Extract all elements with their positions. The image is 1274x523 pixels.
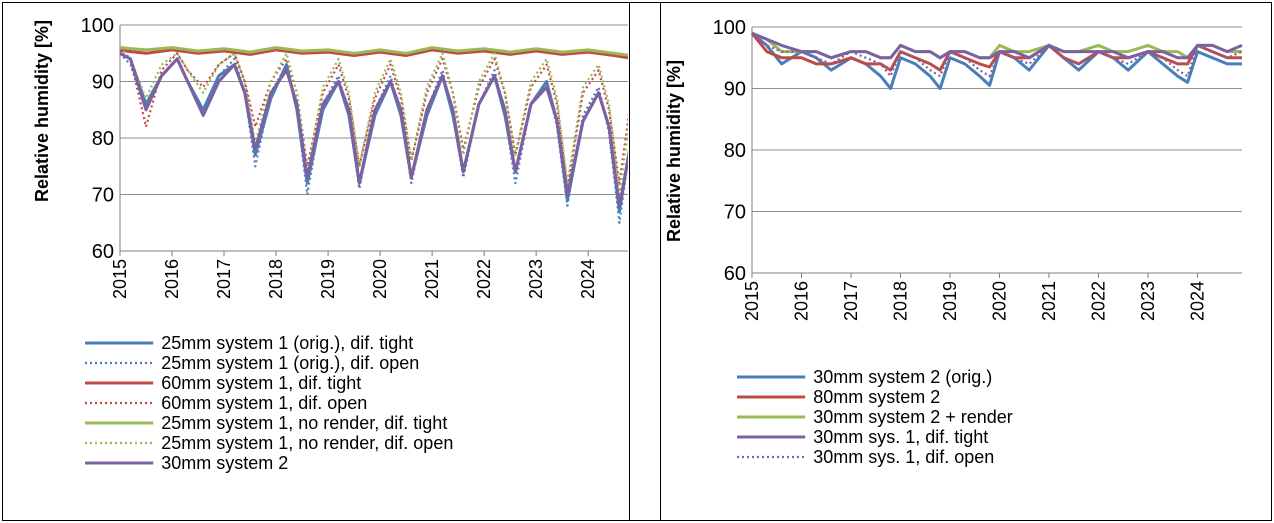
series-line <box>751 31 1243 60</box>
y-tick-label: 60 <box>724 263 746 285</box>
legend-label: 60mm system 1, dif. tight <box>161 373 361 393</box>
legend-label: 25mm system 1, no render, dif. tight <box>161 413 447 433</box>
series-line <box>751 32 1242 90</box>
y-tick-label: 80 <box>724 140 746 162</box>
y-tick-label: 80 <box>92 128 114 150</box>
x-tick-label: 2020 <box>989 281 1009 321</box>
x-tick-label: 2024 <box>578 259 598 299</box>
y-tick-label: 70 <box>92 185 114 207</box>
x-tick-label: 2016 <box>791 281 811 321</box>
y-tick-label: 70 <box>724 202 746 224</box>
x-tick-label: 2020 <box>370 259 390 299</box>
y-tick-label: 90 <box>724 79 746 101</box>
legend-label: 80mm system 2 <box>813 387 940 407</box>
series-line <box>119 51 628 208</box>
legend-label: 60mm system 1, dif. open <box>161 393 367 413</box>
x-tick-label: 2024 <box>1187 281 1207 321</box>
legend-label: 30mm system 2 <box>161 453 288 473</box>
x-tick-label: 2021 <box>1039 281 1059 321</box>
x-tick-label: 2023 <box>1138 281 1158 321</box>
x-tick-label: 2017 <box>214 259 234 299</box>
x-tick-label: 2016 <box>162 259 182 299</box>
x-tick-label: 2019 <box>940 281 960 321</box>
legend-label: 25mm system 1 (orig.), dif. open <box>161 353 419 373</box>
x-tick-label: 2023 <box>526 259 546 299</box>
series-line <box>119 46 628 190</box>
y-tick-label: 100 <box>81 15 114 37</box>
x-tick-label: 2019 <box>318 259 338 299</box>
chart-right: 60 70 80 90 100 2015 2016 2017 2018 2019 2020 2021 2… <box>664 17 1243 467</box>
x-tick-label: 2018 <box>890 281 910 321</box>
series-line <box>119 46 628 57</box>
series-line <box>751 32 1243 78</box>
x-tick-label: 2022 <box>1088 281 1108 321</box>
x-tick-label: 2021 <box>422 259 442 299</box>
series-line <box>750 32 1242 72</box>
panel-divider <box>629 2 630 521</box>
legend-label: 30mm system 2 (orig.) <box>813 367 992 387</box>
y-tick-label: 90 <box>92 72 114 94</box>
y-tick-label: 100 <box>713 17 746 39</box>
series-line <box>119 48 628 60</box>
legend-label: 30mm sys. 1, dif. open <box>813 447 994 467</box>
x-tick-label: 2015 <box>110 259 130 299</box>
legend-label: 30mm system 2 + render <box>813 407 1013 427</box>
x-tick-label: 2022 <box>474 259 494 299</box>
series-line <box>119 46 628 196</box>
legend-label: 30mm sys. 1, dif. tight <box>813 427 988 447</box>
y-axis-title: Relative humidity [%] <box>32 20 52 202</box>
legend-label: 25mm system 1 (orig.), dif. tight <box>161 333 413 353</box>
x-tick-label: 2017 <box>841 281 861 321</box>
y-tick-label: 60 <box>92 241 114 263</box>
chart-left: 60 70 80 90 100 2015 2016 2017 2018 2019 2020 2021 2… <box>32 15 628 473</box>
legend-label: 25mm system 1, no render, dif. open <box>161 433 453 453</box>
x-tick-label: 2015 <box>742 281 762 321</box>
panel-divider <box>660 2 661 521</box>
y-axis-title: Relative humidity [%] <box>664 60 684 242</box>
x-tick-label: 2018 <box>266 259 286 299</box>
